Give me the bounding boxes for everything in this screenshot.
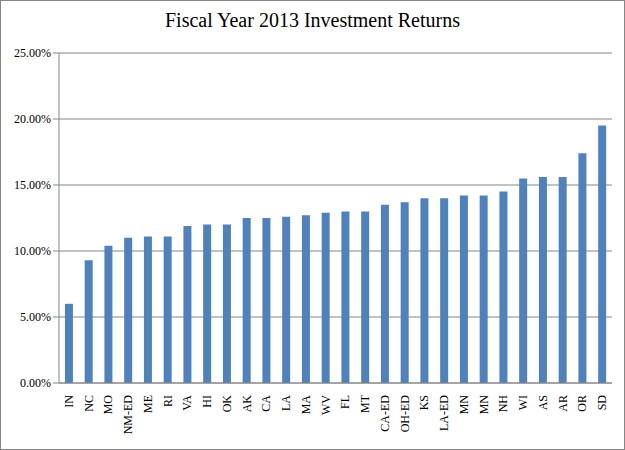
svg-text:MA: MA bbox=[299, 395, 313, 415]
svg-text:MN: MN bbox=[477, 395, 491, 415]
svg-text:LA-ED: LA-ED bbox=[437, 395, 451, 431]
svg-text:20.00%: 20.00% bbox=[14, 112, 51, 126]
svg-text:OR: OR bbox=[575, 395, 589, 412]
svg-text:OK: OK bbox=[220, 395, 234, 413]
svg-text:HI: HI bbox=[200, 395, 214, 408]
svg-text:RI: RI bbox=[161, 395, 175, 407]
svg-text:WI: WI bbox=[516, 395, 530, 410]
svg-text:10.00%: 10.00% bbox=[14, 244, 51, 258]
html-text:Fiscal Year 2013 Investment Re: Fiscal Year 2013 Investment Returns bbox=[165, 9, 460, 31]
svg-text:IN: IN bbox=[62, 395, 76, 408]
svg-text:AK: AK bbox=[240, 395, 254, 413]
svg-text:25.00%: 25.00% bbox=[14, 46, 51, 60]
svg-text:AR: AR bbox=[556, 395, 570, 412]
svg-text:VA: VA bbox=[180, 395, 194, 411]
svg-text:FL: FL bbox=[338, 395, 352, 409]
svg-text:NH: NH bbox=[496, 395, 510, 413]
svg-text:ME: ME bbox=[141, 395, 155, 413]
svg-text:OH-ED: OH-ED bbox=[398, 395, 412, 433]
svg-text:NC: NC bbox=[82, 395, 96, 412]
svg-text:NM-ED: NM-ED bbox=[121, 395, 135, 435]
svg-text:SD: SD bbox=[595, 395, 609, 411]
svg-text:0.00%: 0.00% bbox=[20, 376, 51, 390]
svg-text:MO: MO bbox=[101, 395, 115, 415]
svg-text:AS: AS bbox=[536, 395, 550, 410]
svg-text:CA-ED: CA-ED bbox=[378, 395, 392, 432]
svg-text:CA: CA bbox=[259, 395, 273, 412]
svg-text:MN: MN bbox=[457, 395, 471, 415]
svg-text:KS: KS bbox=[417, 395, 431, 410]
svg-text:WV: WV bbox=[319, 395, 333, 415]
svg-text:LA: LA bbox=[279, 395, 293, 411]
svg-text:MT: MT bbox=[358, 394, 372, 413]
svg-text:5.00%: 5.00% bbox=[20, 310, 51, 324]
svg-text:15.00%: 15.00% bbox=[14, 178, 51, 192]
